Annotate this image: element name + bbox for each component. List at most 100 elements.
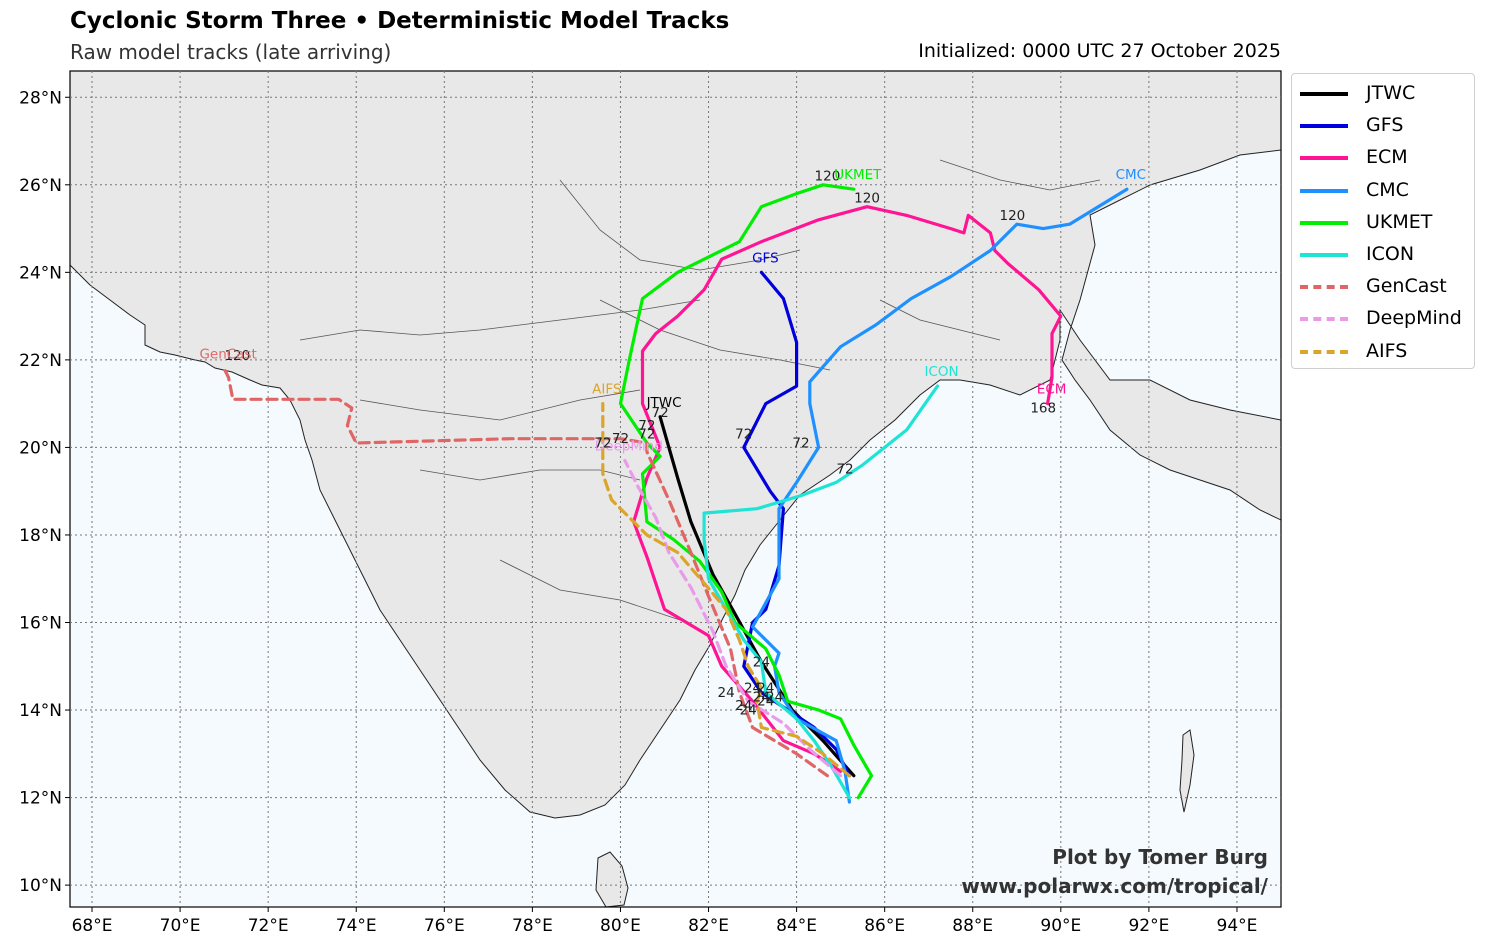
chart-title: Cyclonic Storm Three • Deterministic Mod…: [70, 8, 730, 34]
x-tick-label: 70°E: [160, 916, 201, 936]
hour-label: 120: [999, 208, 1025, 224]
legend-swatch: [1300, 92, 1348, 96]
y-tick-label: 24°N: [19, 263, 62, 283]
legend-item-icon: ICON: [1300, 241, 1470, 271]
hour-label: 120: [815, 168, 841, 184]
track-cmc: [750, 187, 1129, 804]
track-ecm: [632, 205, 1063, 773]
track-end-label: AIFS: [592, 382, 621, 398]
hour-label: 72: [638, 418, 655, 434]
hour-label: 72: [594, 435, 611, 451]
track-gencast: [222, 367, 830, 778]
y-tick-label: 26°N: [19, 176, 62, 196]
hour-label: 24: [744, 681, 761, 697]
legend-label: GenCast: [1366, 275, 1447, 298]
legend-swatch: [1300, 253, 1348, 257]
track-deepmind: [623, 458, 843, 778]
hour-label: 24: [718, 685, 735, 701]
legend-item-cmc: CMC: [1300, 177, 1470, 207]
hour-label: 72: [612, 431, 629, 447]
track-end-label: CMC: [1116, 167, 1147, 183]
track-aifs: [601, 402, 852, 778]
x-tick-label: 86°E: [864, 916, 905, 936]
track-end-label: ICON: [924, 364, 958, 380]
x-tick-label: 88°E: [952, 916, 993, 936]
hour-label: 120: [854, 190, 880, 206]
track-ukmet: [618, 183, 874, 800]
legend-item-deepmind: DeepMind: [1300, 305, 1470, 335]
track-end-label: DeepMind: [595, 439, 663, 455]
x-tick-label: 94°E: [1217, 916, 1258, 936]
hour-label: 72: [651, 405, 668, 421]
legend-swatch: [1300, 317, 1348, 322]
legend-label: UKMET: [1366, 210, 1433, 233]
model-tracks: [222, 183, 1129, 804]
hour-label: 24: [766, 689, 783, 705]
legend-swatch: [1300, 349, 1348, 354]
hour-label: 24: [757, 681, 774, 697]
y-tick-label: 10°N: [19, 876, 62, 896]
hour-label: 72: [735, 427, 752, 443]
legend-item-jtwc: JTWC: [1300, 80, 1470, 110]
legend-label: CMC: [1366, 178, 1409, 201]
legend-item-gencast: GenCast: [1300, 273, 1470, 303]
plot-frame: [69, 70, 1282, 908]
x-tick-label: 82°E: [688, 916, 729, 936]
hour-label: 24: [735, 698, 752, 714]
y-tick-label: 28°N: [19, 88, 62, 108]
legend-swatch: [1300, 188, 1348, 193]
legend-item-ukmet: UKMET: [1300, 209, 1470, 239]
track-labels: 2472JTWC2472GFS2472120168ECM2472120CMC24…: [199, 167, 1146, 718]
hour-label: 72: [836, 462, 853, 478]
y-tick-label: 18°N: [19, 526, 62, 546]
land-sri-lanka: [595, 851, 629, 907]
x-tick-label: 68°E: [72, 916, 113, 936]
legend-label: AIFS: [1366, 339, 1408, 362]
legend: JTWC GFS ECM CMC UKMET ICON GenCast DeepMind AIF…: [1291, 73, 1475, 369]
hour-label: 168: [1030, 400, 1056, 416]
x-tick-label: 78°E: [512, 916, 553, 936]
hour-label: 72: [792, 435, 809, 451]
legend-label: GFS: [1366, 114, 1404, 137]
hour-label: 24: [753, 689, 770, 705]
x-tick-label: 84°E: [776, 916, 817, 936]
axis-ticks: 68°E 70°E 72°E 74°E 76°E 78°E 80°E 82°E 84°E 86°E…: [19, 88, 1257, 936]
x-tick-label: 80°E: [600, 916, 641, 936]
legend-swatch: [1300, 156, 1348, 161]
hour-label: 120: [224, 348, 250, 364]
chart-subtitle: Raw model tracks (late arriving): [70, 40, 392, 64]
legend-item-ecm: ECM: [1300, 144, 1470, 174]
credit-line-2: www.polarwx.com/tropical/: [961, 874, 1268, 898]
hour-label: 72: [638, 427, 655, 443]
track-end-label: GenCast: [199, 347, 256, 363]
hour-label: 24: [753, 654, 770, 670]
y-tick-label: 20°N: [19, 438, 62, 458]
legend-item-aifs: AIFS: [1300, 338, 1470, 368]
x-tick-label: 74°E: [336, 916, 377, 936]
y-tick-label: 14°N: [19, 701, 62, 721]
x-tick-label: 72°E: [248, 916, 289, 936]
y-tick-label: 12°N: [19, 789, 62, 809]
land-andaman: [1179, 729, 1195, 813]
track-jtwc: [658, 415, 856, 778]
legend-item-gfs: GFS: [1300, 112, 1470, 142]
credit-line-1: Plot by Tomer Burg: [1052, 845, 1268, 869]
track-end-label: JTWC: [646, 395, 682, 411]
hour-label: 24: [757, 694, 774, 710]
hour-label: 24: [740, 702, 757, 718]
x-tick-label: 92°E: [1128, 916, 1169, 936]
x-tick-label: 76°E: [424, 916, 465, 936]
y-tick-label: 16°N: [19, 613, 62, 633]
initialization-time: Initialized: 0000 UTC 27 October 2025: [918, 40, 1281, 62]
legend-label: JTWC: [1366, 82, 1416, 104]
track-end-label: ECM: [1037, 382, 1067, 398]
track-end-label: GFS: [752, 250, 779, 266]
legend-label: ECM: [1366, 146, 1408, 169]
track-icon: [702, 384, 940, 800]
legend-swatch: [1300, 124, 1348, 129]
legend-swatch: [1300, 220, 1348, 225]
legend-label: ICON: [1366, 243, 1415, 265]
y-tick-label: 22°N: [19, 351, 62, 371]
track-end-label: UKMET: [834, 167, 882, 183]
